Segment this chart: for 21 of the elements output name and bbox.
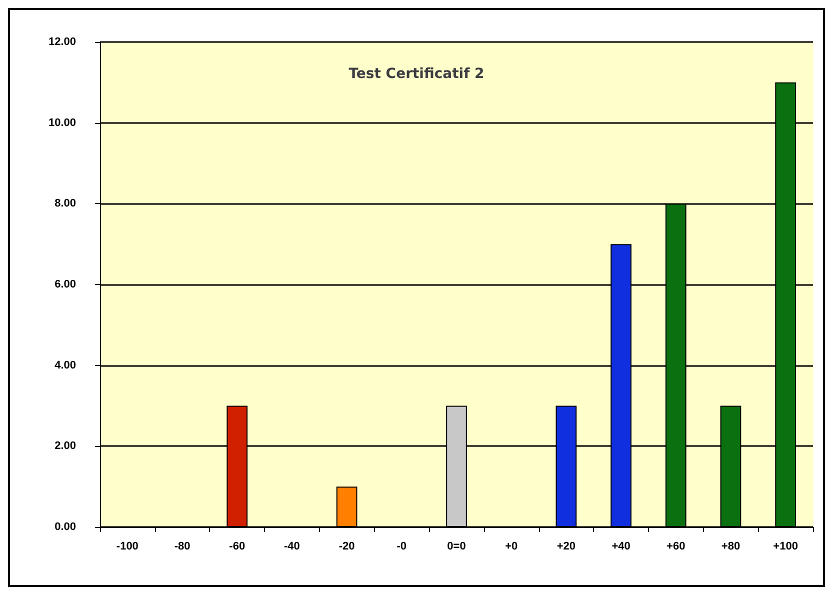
y-tick-label: 10.00 <box>48 116 76 129</box>
y-tick-label: 0.00 <box>54 521 76 533</box>
y-tick-label: 4.00 <box>54 359 76 372</box>
y-tick-label: 8.00 <box>54 198 76 210</box>
y-tick-label: 6.00 <box>54 278 76 290</box>
x-tick-label: +40 <box>612 540 630 552</box>
x-tick-label: -20 <box>338 540 355 552</box>
text: Test Certificatif 2 <box>348 66 484 82</box>
y-tick-label: 2.00 <box>54 440 76 452</box>
x-tick-label: +20 <box>556 540 576 552</box>
x-tick-label: -80 <box>174 540 190 552</box>
y-tick-label: 12.00 <box>48 36 76 48</box>
x-tick-label: 0=0 <box>447 540 466 552</box>
x-tick-label: +0 <box>505 540 518 552</box>
x-tick-label: +60 <box>666 540 686 552</box>
x-tick-label: -60 <box>229 540 246 552</box>
x-tick-label: +100 <box>773 540 798 552</box>
x-tick-label: -0 <box>396 540 407 552</box>
x-tick-label: -100 <box>116 540 138 552</box>
x-tick-label: -40 <box>284 540 300 552</box>
x-tick-label: +80 <box>721 540 740 552</box>
